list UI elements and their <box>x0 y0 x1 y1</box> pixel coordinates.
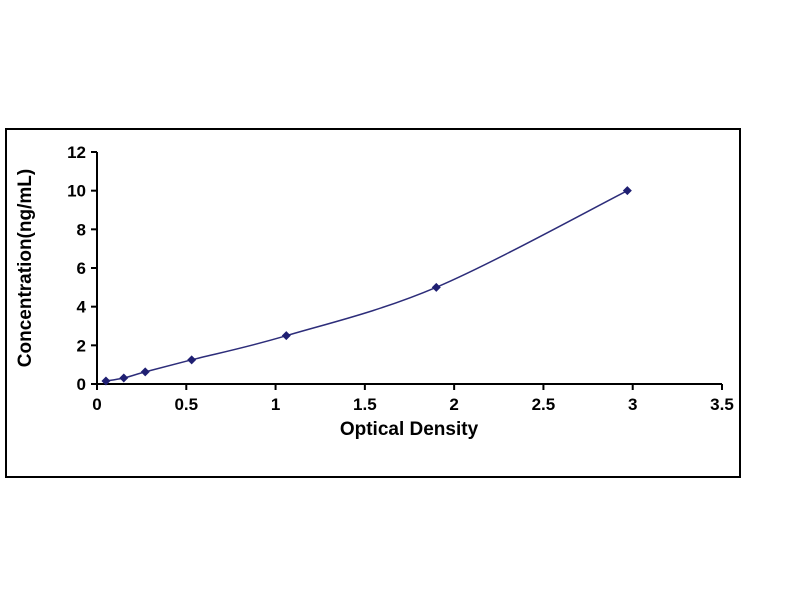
x-axis-title: Optical Density <box>340 419 479 440</box>
y-tick-label: 8 <box>77 220 86 239</box>
y-tick-label: 10 <box>67 182 86 201</box>
chart-figure: 0 0.5 1 1.5 2 2.5 3 3.5 0 2 4 6 8 10 12 Optical Densit… <box>5 128 741 478</box>
x-tick-label: 2.5 <box>532 395 556 414</box>
data-point-marker <box>187 355 197 365</box>
data-point-marker <box>101 376 111 386</box>
y-tick-label: 0 <box>77 375 86 394</box>
x-tick-label: 3.5 <box>710 395 734 414</box>
y-tick-label: 4 <box>77 298 87 317</box>
x-tick-label: 1 <box>271 395 280 414</box>
y-tick-label: 12 <box>67 143 86 162</box>
standard-curve-line <box>105 190 628 382</box>
x-tick-label: 2 <box>449 395 458 414</box>
y-axis-title: Concentration(ng/mL) <box>15 169 36 367</box>
plot-area: 0 0.5 1 1.5 2 2.5 3 3.5 0 2 4 6 8 10 12 <box>67 143 734 414</box>
data-point-marker <box>119 373 129 383</box>
standard-curve-chart: 0 0.5 1 1.5 2 2.5 3 3.5 0 2 4 6 8 10 12 Optical Densit… <box>15 143 734 440</box>
data-point-marker <box>281 331 291 341</box>
x-tick-label: 0 <box>92 395 101 414</box>
x-tick-label: 0.5 <box>174 395 198 414</box>
data-point-marker <box>140 367 150 377</box>
x-tick-label: 3 <box>628 395 637 414</box>
y-tick-label: 6 <box>77 259 86 278</box>
y-tick-label: 2 <box>77 336 86 355</box>
x-tick-label: 1.5 <box>353 395 377 414</box>
data-point-marker <box>622 186 632 196</box>
data-point-marker <box>431 282 441 292</box>
